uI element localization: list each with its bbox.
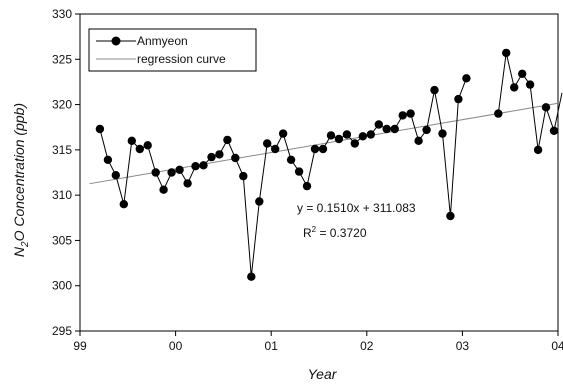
data-point — [223, 135, 232, 145]
data-point — [255, 197, 264, 206]
x-tick-label: 01 — [265, 339, 279, 353]
data-point — [494, 109, 503, 118]
data-point — [350, 139, 359, 148]
data-point — [454, 94, 463, 104]
legend-label-anmyeon: Anmyeon — [137, 34, 188, 48]
data-point — [143, 141, 152, 150]
data-point — [533, 145, 543, 155]
data-point — [95, 124, 105, 134]
data-point — [510, 83, 519, 92]
data-point — [549, 126, 559, 135]
data-point — [103, 155, 113, 164]
y-tick-label: 320 — [52, 98, 72, 112]
data-point — [525, 80, 535, 89]
data-point — [366, 130, 375, 139]
data-point — [111, 171, 121, 180]
data-point — [422, 125, 431, 135]
x-axis-title: Year — [308, 366, 338, 382]
data-point — [326, 131, 336, 140]
y-tick-label: 325 — [52, 52, 72, 66]
data-point — [239, 171, 248, 181]
x-tick-label: 00 — [169, 339, 183, 353]
data-point — [135, 144, 144, 154]
data-point — [414, 136, 423, 145]
x-tick-label: 02 — [360, 339, 374, 353]
data-point — [390, 124, 399, 134]
series-line-anmyeon — [99, 78, 467, 277]
y-tick-label: 300 — [52, 279, 72, 293]
data-point — [127, 136, 136, 145]
data-point — [278, 129, 288, 138]
data-point — [199, 161, 208, 170]
y-tick-label: 295 — [52, 324, 72, 338]
x-tick-label: 99 — [73, 339, 87, 353]
legend: Anmyeon regression curve — [88, 28, 257, 72]
y-tick-label: 315 — [52, 143, 72, 157]
data-point — [183, 179, 192, 188]
regression-equation: y = 0.1510x + 311.083 — [297, 201, 416, 215]
data-point — [119, 200, 128, 209]
y-tick-label: 330 — [52, 7, 72, 21]
data-point — [286, 155, 296, 164]
data-point — [406, 109, 415, 118]
ticks-layer: 295 300 305 310 315 320 325 330 99 00 01 02 03 04 — [52, 7, 563, 353]
y-tick-label: 310 — [52, 188, 72, 202]
data-point — [502, 48, 511, 58]
data-point — [334, 134, 344, 144]
data-point — [358, 132, 367, 141]
data-point — [541, 103, 551, 112]
series-line-anmyeon — [497, 52, 563, 150]
data-point — [191, 162, 200, 171]
data-point — [167, 168, 176, 177]
x-tick-label: 03 — [456, 339, 470, 353]
data-point — [231, 153, 240, 163]
regression-layer — [89, 102, 559, 185]
data-point — [263, 139, 272, 148]
r-squared: R2 = 0.3720 — [303, 225, 367, 240]
y-axis-title: N2O Concentration (ppb) — [11, 103, 31, 257]
data-point — [294, 167, 304, 176]
data-point — [207, 152, 216, 162]
data-point — [446, 211, 455, 221]
series-layer — [95, 48, 563, 281]
data-point — [398, 111, 407, 120]
data-point — [310, 144, 320, 154]
data-point — [318, 144, 328, 154]
y-tick-label: 305 — [52, 233, 72, 247]
legend-marker-anmyeon — [111, 36, 121, 46]
data-point — [382, 124, 391, 134]
data-point — [151, 168, 160, 177]
data-point — [215, 150, 224, 159]
legend-label-regression: regression curve — [137, 52, 226, 66]
data-point — [430, 85, 439, 95]
data-point — [374, 120, 383, 129]
data-point — [247, 272, 256, 281]
data-point — [342, 130, 352, 139]
axes — [79, 13, 559, 332]
plot-frame — [79, 13, 559, 332]
data-point — [302, 181, 312, 191]
data-point — [462, 74, 471, 83]
data-point — [175, 165, 184, 174]
data-point — [438, 129, 447, 138]
data-point — [159, 185, 168, 194]
regression-line — [89, 102, 559, 185]
x-tick-label: 04 — [551, 339, 563, 353]
legend-box — [88, 28, 257, 72]
data-point — [518, 69, 527, 79]
data-point — [271, 144, 280, 154]
